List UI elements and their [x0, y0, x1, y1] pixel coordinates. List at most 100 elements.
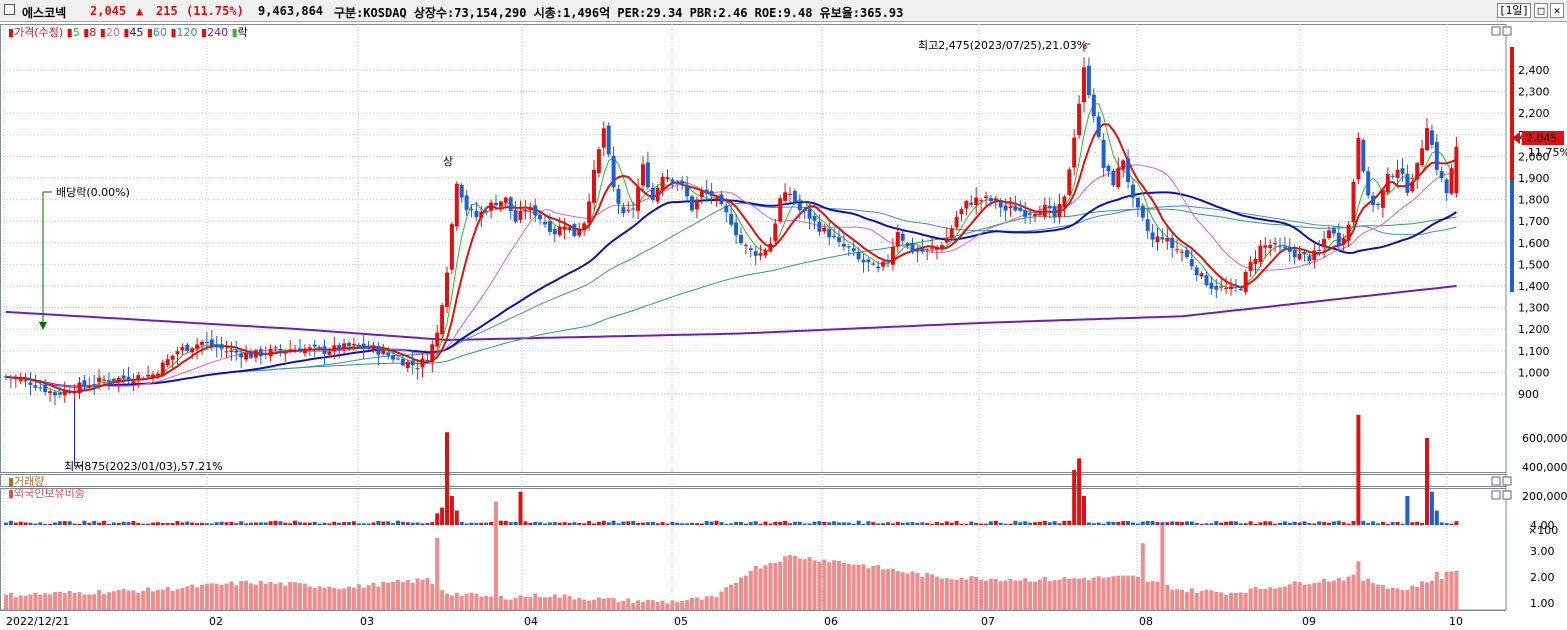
volume-bar	[748, 522, 753, 525]
volume-bar	[1023, 521, 1028, 525]
volume-bar	[381, 521, 386, 525]
foreign-ratio-bar	[890, 568, 895, 610]
candle-body	[699, 191, 704, 198]
panel-minimize-icon[interactable]	[1491, 490, 1501, 500]
foreign-ratio-bar	[567, 596, 572, 610]
volume-bar	[224, 522, 229, 525]
foreign-ratio-bar	[342, 588, 347, 610]
candle-body	[513, 209, 518, 222]
foreign-ratio-bar	[513, 597, 518, 610]
foreign-ratio-bar	[920, 576, 925, 610]
foreign-ratio-bar	[1429, 580, 1434, 610]
candle-body	[1356, 137, 1361, 180]
foreign-ratio-bar	[1278, 587, 1282, 610]
volume-bar	[440, 507, 445, 525]
candle-body	[822, 227, 827, 232]
candle-body	[106, 380, 111, 382]
candle-body	[601, 128, 606, 148]
panel-close-icon[interactable]	[1502, 476, 1512, 486]
foreign-ratio-bar	[62, 593, 67, 610]
foreign-ratio-bar	[1380, 585, 1385, 610]
candle-body	[146, 374, 151, 377]
panel-close-icon[interactable]	[1502, 26, 1512, 36]
volume-bar	[8, 520, 13, 525]
volume-bar	[920, 522, 925, 525]
volume-bar	[807, 523, 812, 525]
candle-body	[552, 229, 557, 235]
volume-bar	[204, 523, 209, 525]
foreign-ratio-bar	[1268, 587, 1273, 610]
volume-bar	[435, 513, 440, 525]
candle-body	[1194, 267, 1199, 276]
volume-bar	[234, 523, 239, 525]
volume-bar	[969, 521, 974, 525]
foreign-ratio-bar	[1194, 593, 1199, 610]
volume-bar	[1008, 523, 1013, 525]
foreign-ratio-bar	[1052, 580, 1057, 610]
close-icon[interactable]: ✕	[1550, 3, 1564, 18]
candle-body	[1126, 158, 1131, 183]
candle-body	[611, 155, 616, 188]
checkbox[interactable]	[4, 4, 15, 15]
candle-body	[258, 349, 263, 357]
foreign-ratio-bar	[778, 561, 783, 610]
candle-body	[547, 221, 552, 232]
legend-ma-8: 8	[89, 26, 96, 39]
candle-body	[1429, 130, 1434, 145]
volume-bar	[1366, 523, 1371, 525]
foreign-ratio-bar	[1351, 574, 1356, 610]
candle-body	[797, 202, 802, 211]
panel-minimize-icon[interactable]	[1491, 476, 1501, 486]
volume-bar	[77, 523, 82, 525]
foreign-ratio-bar	[641, 602, 645, 610]
volume-bar	[405, 522, 410, 525]
volume-bar	[302, 522, 307, 525]
volume-bar	[1214, 521, 1219, 525]
foreign-ratio-bar	[322, 587, 327, 610]
restore-icon[interactable]: □	[1534, 3, 1548, 18]
panel-close-icon[interactable]	[1502, 490, 1512, 500]
foreign-ratio-bar	[449, 595, 454, 610]
foreign-ratio-bar	[283, 585, 288, 610]
foreign-ratio-bar	[655, 602, 660, 610]
volume-bar	[851, 523, 856, 525]
stock-chart[interactable]: 2,4002,3002,2002,1002,0001,9001,8001,700…	[0, 22, 1567, 630]
price-legend: ▮가격(수정) ▮5 ▮8 ▮20 ▮45 ▮60 ▮120 ▮240 ▮락	[8, 26, 248, 39]
volume-bar	[312, 521, 317, 525]
volume-bar	[449, 496, 454, 525]
volume-bar	[160, 523, 165, 525]
x-axis-label: 07	[981, 615, 995, 628]
candle-body	[523, 209, 528, 212]
foreign-ratio-bar	[1390, 587, 1395, 610]
candle-body	[1184, 250, 1189, 258]
foreign-ratio-bar	[685, 600, 690, 610]
candle-body	[1224, 287, 1229, 289]
candle-body	[1052, 206, 1057, 217]
panel-minimize-icon[interactable]	[1491, 26, 1501, 36]
foreign-ratio-bar	[253, 584, 258, 610]
volume-bar	[430, 522, 435, 525]
foreign-ratio-bar	[1376, 584, 1380, 610]
volume-bar	[719, 522, 724, 525]
volume-bar	[778, 521, 783, 525]
candle-body	[503, 197, 508, 203]
candle-body	[1258, 245, 1263, 263]
candle-body	[82, 380, 87, 386]
foreign-ratio-bar	[469, 592, 474, 610]
foreign-ratio-bar	[111, 591, 116, 610]
volume-bar	[97, 522, 102, 525]
foreign-ratio-bar	[249, 583, 253, 610]
foreign-ratio-bar	[1229, 592, 1233, 610]
volume-bar	[464, 523, 469, 525]
candle-body	[920, 248, 925, 252]
foreign-ratio-bar	[131, 590, 136, 610]
period-button[interactable]: [1일]	[1497, 3, 1531, 18]
volume-bar	[53, 522, 57, 525]
foreign-ratio-bar	[1042, 576, 1047, 610]
volume-bar	[680, 523, 685, 525]
candle-body	[832, 235, 837, 238]
candle-body	[126, 376, 131, 382]
candle-body	[1449, 168, 1454, 194]
volume-bar	[33, 523, 38, 525]
foreign-ratio-bar	[783, 556, 788, 610]
